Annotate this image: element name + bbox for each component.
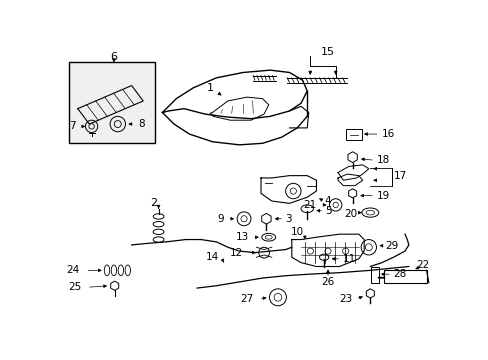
Text: 11: 11 [342,254,355,264]
Text: 15: 15 [320,48,334,58]
Text: 2: 2 [149,198,157,208]
Text: 7: 7 [69,121,76,131]
Text: 19: 19 [376,191,389,201]
Text: 4: 4 [324,196,330,206]
Text: 24: 24 [66,265,79,275]
Text: 27: 27 [240,294,253,304]
Text: 12: 12 [229,248,243,258]
Text: 14: 14 [205,252,219,262]
Text: 23: 23 [339,294,352,304]
Text: 17: 17 [393,171,406,181]
Text: 26: 26 [321,277,334,287]
Text: 6: 6 [110,52,117,62]
Text: 29: 29 [385,241,398,251]
Text: 16: 16 [381,129,394,139]
Text: 3: 3 [285,214,292,224]
Text: 1: 1 [206,83,213,93]
Text: 18: 18 [376,155,389,165]
Text: 22: 22 [416,260,429,270]
Text: 5: 5 [325,206,332,216]
Text: 28: 28 [393,269,406,279]
Text: 13: 13 [235,232,248,242]
FancyBboxPatch shape [68,62,154,143]
Text: 20: 20 [344,209,357,219]
Text: 25: 25 [68,282,81,292]
Text: 21: 21 [303,200,316,210]
Text: 9: 9 [217,214,224,224]
Text: 8: 8 [138,119,144,129]
Text: 10: 10 [290,227,303,237]
